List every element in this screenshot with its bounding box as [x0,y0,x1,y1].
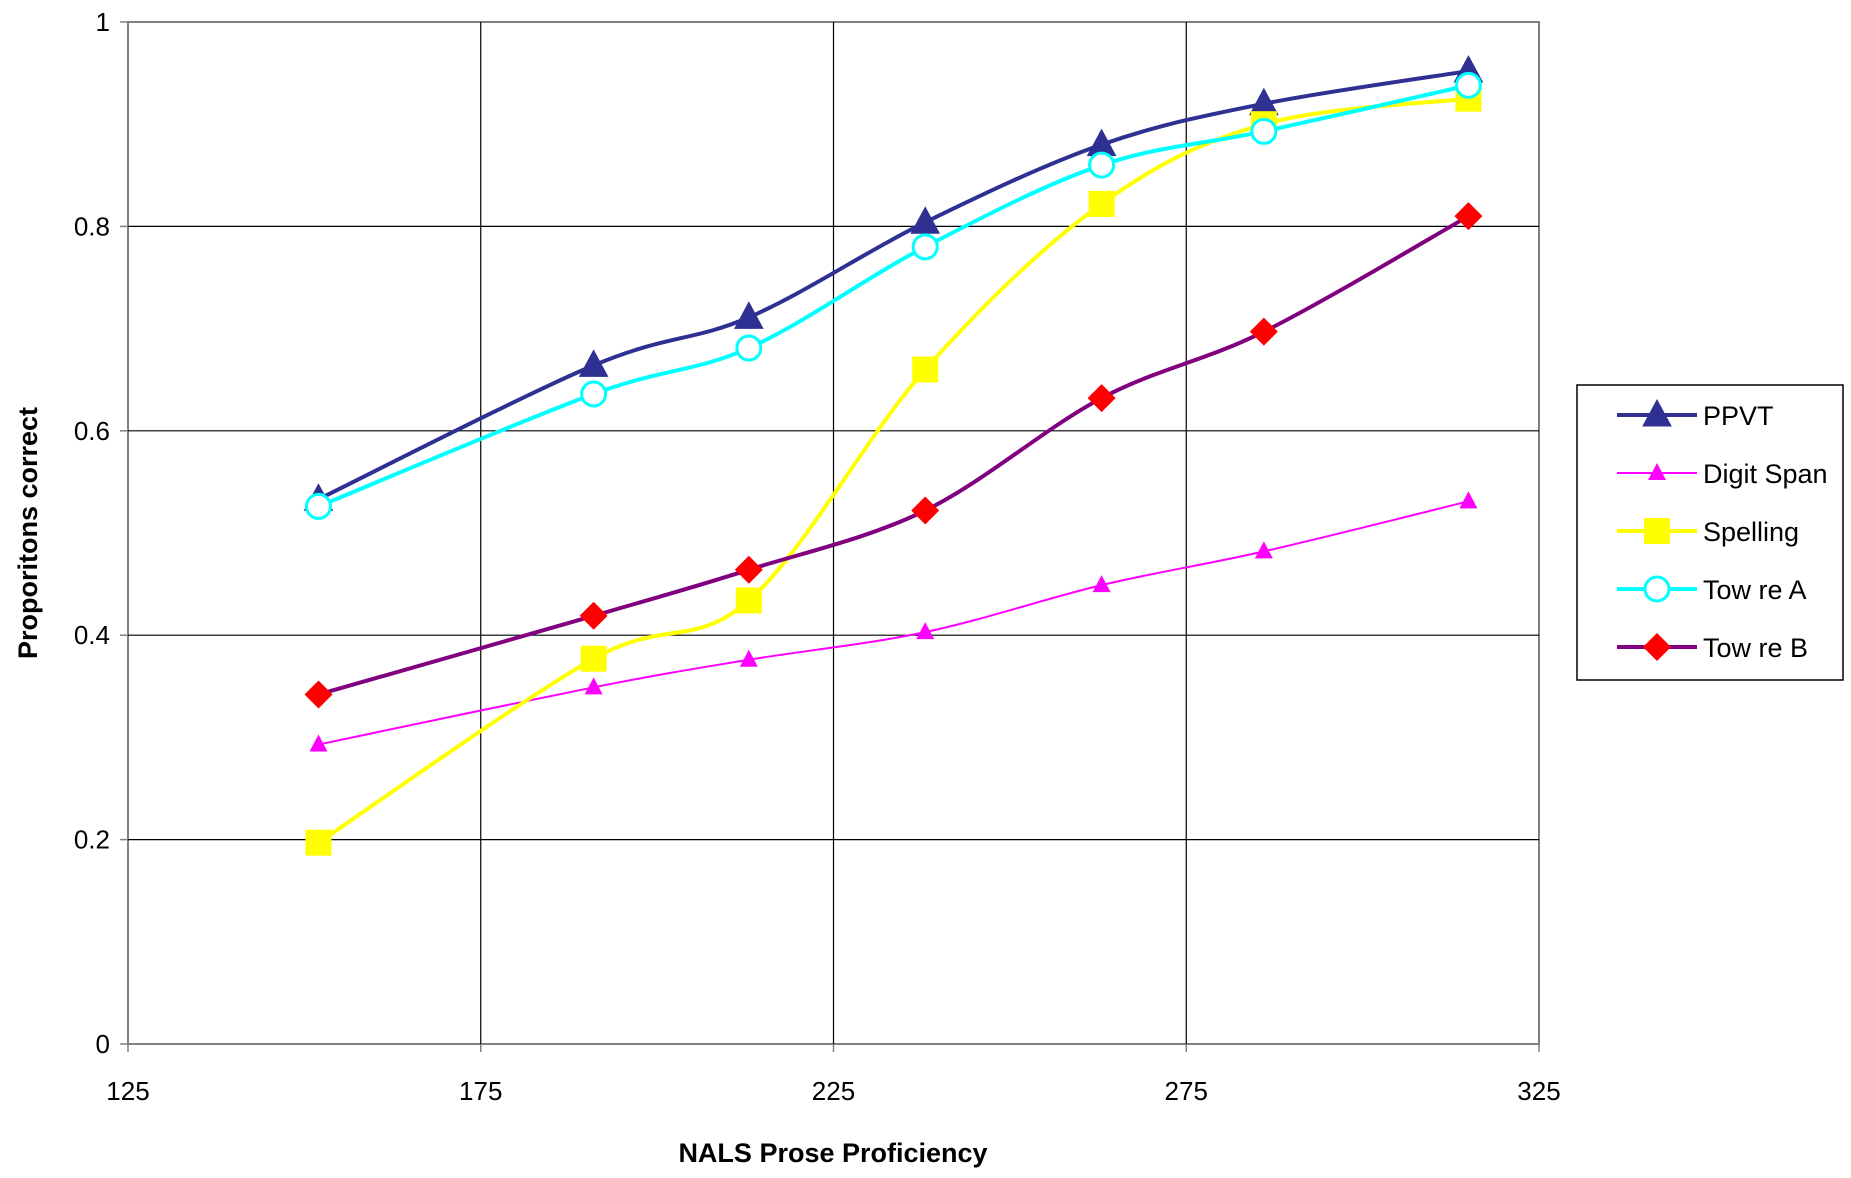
x-tick-label: 175 [459,1076,502,1106]
x-axis-title: NALS Prose Proficiency [678,1138,987,1168]
data-point-tow-re-b [1454,202,1483,231]
y-axis-title: Proporitons correct [13,407,43,659]
legend: PPVT Digit Span Spelling Tow re A Tow re B [1576,384,1844,681]
data-point-digit-span [584,677,603,695]
y-tick-label: 0.2 [74,825,110,855]
y-tick-label: 0.4 [74,620,110,650]
y-tick-label: 1 [96,7,110,37]
data-point-tow-re-a [1088,151,1116,179]
data-point-ppvt [578,349,609,377]
y-axis-ticks: 0 0.2 0.4 0.6 0.8 1 [74,7,128,1059]
data-point-tow-re-a [304,492,332,520]
y-tick-label: 0 [96,1029,110,1059]
legend-marker-tow-re-a [1643,575,1671,603]
data-point-tow-re-b [734,555,763,584]
x-tick-label: 125 [106,1076,149,1106]
grid-lines [128,22,1539,1044]
legend-marker-spelling [1644,518,1670,544]
legend-marker-tow-re-b [1643,633,1671,661]
data-point-tow-re-b [911,496,940,525]
data-point-ppvt [910,206,941,234]
series-markers [303,55,1484,856]
data-point-digit-span [916,622,935,640]
data-point-spelling [735,587,762,614]
x-tick-label: 275 [1165,1076,1208,1106]
data-point-tow-re-b [1087,384,1116,413]
data-point-digit-span [1092,575,1111,593]
legend-label-spelling: Spelling [1703,517,1799,547]
legend-marker-ppvt [1642,398,1672,427]
data-point-tow-re-a [1454,71,1482,99]
y-tick-label: 0.8 [74,211,110,241]
data-point-digit-span [309,734,328,752]
data-point-digit-span [739,649,758,667]
x-tick-label: 225 [812,1076,855,1106]
legend-label-tow-re-b: Tow re B [1703,633,1808,663]
y-tick-label: 0.6 [74,416,110,446]
data-point-tow-re-b [579,601,608,630]
legend-marker-digit-span [1648,463,1666,480]
data-point-tow-re-a [580,380,608,408]
x-tick-label: 325 [1517,1076,1560,1106]
data-point-tow-re-a [1250,117,1278,145]
legend-label-digit-span: Digit Span [1703,459,1828,489]
data-point-spelling [305,829,332,856]
data-point-spelling [580,645,607,672]
data-point-digit-span [1254,541,1273,559]
data-point-ppvt [734,301,764,329]
legend-label-ppvt: PPVT [1703,401,1774,431]
x-axis-ticks: 125 175 225 275 325 [106,1044,1561,1106]
data-point-tow-re-a [735,334,763,362]
data-point-spelling [1088,190,1115,217]
data-point-tow-re-b [1249,317,1278,346]
data-point-tow-re-a [911,233,939,261]
legend-label-tow-re-a: Tow re A [1703,575,1807,605]
data-point-digit-span [1459,491,1478,509]
data-point-tow-re-b [304,680,333,709]
data-point-spelling [912,356,939,383]
